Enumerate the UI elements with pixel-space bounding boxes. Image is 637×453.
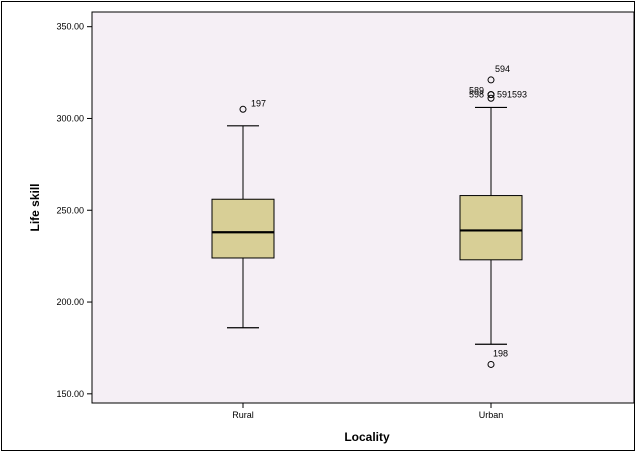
outlier-point bbox=[487, 360, 495, 368]
y-axis: 150.00 200.00 250.00 300.00 350.00 bbox=[56, 22, 92, 399]
x-tick-label: Rural bbox=[232, 410, 254, 420]
box-rural: 197 bbox=[211, 98, 275, 329]
outlier-point bbox=[487, 76, 495, 84]
outlier-label: 198 bbox=[493, 348, 508, 358]
y-axis-title: Life skill bbox=[28, 183, 42, 231]
outlier-point bbox=[487, 94, 495, 102]
y-tick-label: 200.00 bbox=[56, 297, 84, 307]
x-tick-label: Urban bbox=[479, 410, 504, 420]
x-axis: Rural Urban bbox=[232, 403, 503, 420]
outlier-label: 594 bbox=[495, 64, 510, 74]
y-tick-label: 350.00 bbox=[56, 22, 84, 32]
outlier-label: 598 bbox=[469, 89, 484, 99]
outlier-label: 591593 bbox=[497, 90, 527, 100]
outlier-point bbox=[487, 91, 495, 99]
x-axis-title: Locality bbox=[344, 430, 390, 444]
y-tick-label: 300.00 bbox=[56, 113, 84, 123]
outlier-label: 197 bbox=[251, 98, 266, 108]
outlier-point bbox=[239, 105, 247, 113]
y-tick-label: 150.00 bbox=[56, 389, 84, 399]
outlier-label: 589 bbox=[469, 86, 484, 96]
iqr-box bbox=[459, 195, 523, 261]
iqr-box bbox=[211, 198, 275, 259]
plot-area bbox=[91, 11, 635, 404]
y-tick-label: 250.00 bbox=[56, 205, 84, 215]
